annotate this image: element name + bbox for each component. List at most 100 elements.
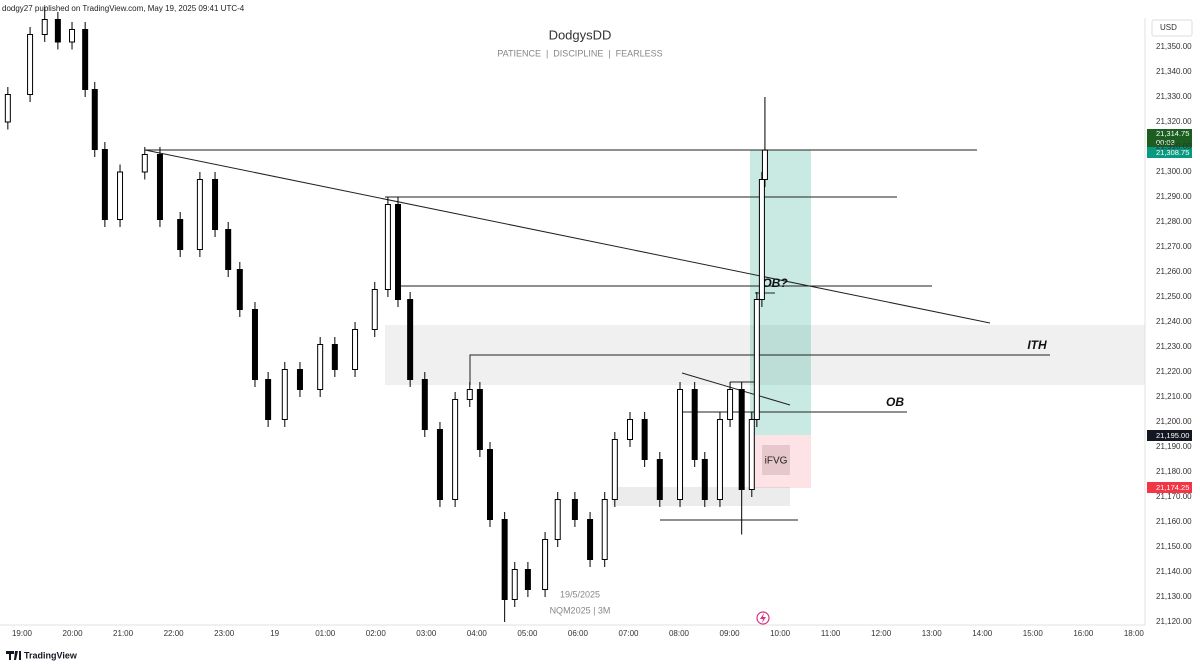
chart-title: DodgysDD	[549, 27, 612, 42]
candle-body	[677, 389, 684, 500]
x-tick-label: 10:00	[770, 629, 791, 638]
candle-body	[236, 269, 243, 310]
x-tick-label: 19:00	[12, 629, 33, 638]
candle-body	[691, 389, 698, 460]
y-tick-label: 21,320.00	[1156, 117, 1192, 126]
candle-body	[656, 459, 663, 500]
y-tick-label: 21,240.00	[1156, 317, 1192, 326]
watermark-date: 19/5/2025	[560, 589, 600, 599]
x-tick-label: 19	[270, 629, 279, 638]
candle-body	[69, 29, 76, 43]
candle-body	[281, 369, 288, 420]
fvg-box	[762, 445, 790, 475]
candle-body	[265, 379, 272, 420]
watermark-symbol: NQM2025 | 3M	[550, 605, 611, 615]
candle-body	[117, 171, 124, 220]
candle-body	[542, 539, 549, 590]
footer: TradingView	[24, 650, 78, 660]
annotation: ITH	[1027, 338, 1047, 352]
candle-body	[296, 369, 303, 390]
candle-body	[452, 399, 459, 500]
y-tick-label: 21,270.00	[1156, 242, 1192, 251]
x-tick-label: 09:00	[720, 629, 741, 638]
candle-body	[421, 379, 428, 430]
y-tick-label: 21,260.00	[1156, 267, 1192, 276]
x-tick-label: 13:00	[922, 629, 943, 638]
candle-body	[177, 219, 184, 250]
y-tick-label: 21,140.00	[1156, 567, 1192, 576]
y-tick-label: 21,180.00	[1156, 467, 1192, 476]
x-tick-label: 15:00	[1023, 629, 1044, 638]
logo	[6, 651, 21, 660]
x-tick-label: 02:00	[366, 629, 387, 638]
price-tag	[1147, 430, 1192, 441]
y-tick-label: 21,170.00	[1156, 492, 1192, 501]
x-tick-label: 18:00	[1124, 629, 1145, 638]
subtitle: PATIENCE | DISCIPLINE | FEARLESS	[497, 48, 662, 58]
trend-line	[144, 149, 991, 324]
x-tick-label: 12:00	[871, 629, 892, 638]
trend-line	[681, 372, 791, 406]
header: dodgy27 published on TradingView.com, Ma…	[2, 4, 245, 13]
y-tick-label: 21,120.00	[1156, 617, 1192, 626]
level-line	[469, 354, 1050, 385]
candle-body	[196, 179, 203, 250]
candle-body	[571, 499, 578, 520]
candle-body	[82, 29, 89, 90]
y-tick-label: 21,250.00	[1156, 292, 1192, 301]
price-tag	[1147, 147, 1192, 158]
y-tick-label: 21,300.00	[1156, 167, 1192, 176]
candle-body	[758, 179, 765, 300]
x-tick-label: 07:00	[618, 629, 639, 638]
candle-body	[501, 519, 508, 600]
candle-body	[748, 419, 755, 490]
replay-icon[interactable]	[756, 611, 770, 625]
candle-body	[716, 419, 723, 500]
candle-body	[524, 569, 531, 590]
candle-body	[587, 519, 594, 560]
candle-body	[436, 429, 443, 500]
currency: USD	[1160, 23, 1177, 32]
candle-body	[54, 19, 61, 43]
replay-icon	[760, 613, 766, 623]
candle-body	[511, 569, 518, 600]
annotation: OB?	[762, 276, 788, 290]
candle-body	[626, 419, 633, 440]
candle-body	[371, 289, 378, 330]
candle-body	[331, 344, 338, 370]
candle-body	[611, 439, 618, 500]
zone	[612, 487, 790, 506]
price-tag-label: 21,314.75	[1156, 129, 1189, 138]
x-tick-label: 11:00	[821, 629, 841, 638]
candle-body	[554, 499, 561, 540]
x-tick-label: 06:00	[568, 629, 589, 638]
y-tick-label: 21,330.00	[1156, 92, 1192, 101]
x-tick-label: 21:00	[113, 629, 134, 638]
x-tick-label: 20:00	[63, 629, 84, 638]
y-tick-label: 21,350.00	[1156, 42, 1192, 51]
x-tick-label: 01:00	[315, 629, 336, 638]
candle-body	[753, 299, 760, 420]
candle-body	[41, 19, 48, 35]
x-tick-label: 05:00	[517, 629, 538, 638]
candle-body	[601, 499, 608, 560]
x-tick-label: 03:00	[416, 629, 437, 638]
price-tag-label: 21,195.00	[1156, 431, 1189, 440]
candle-body	[641, 419, 648, 460]
candle-body	[91, 89, 98, 150]
x-tick-label: 04:00	[467, 629, 488, 638]
candle-body	[352, 329, 359, 370]
candle-body	[156, 154, 163, 220]
x-tick-label: 16:00	[1073, 629, 1094, 638]
candle-body	[466, 389, 473, 400]
price-tag-label: 21,174.25	[1156, 483, 1189, 492]
candle-body	[486, 449, 493, 520]
y-tick-label: 21,220.00	[1156, 367, 1192, 376]
candle-body	[101, 149, 108, 220]
candle-body	[225, 229, 232, 270]
y-tick-label: 21,150.00	[1156, 542, 1192, 551]
y-tick-label: 21,280.00	[1156, 217, 1192, 226]
currency-box	[1151, 19, 1193, 37]
y-tick-label: 21,310.00	[1156, 142, 1192, 151]
